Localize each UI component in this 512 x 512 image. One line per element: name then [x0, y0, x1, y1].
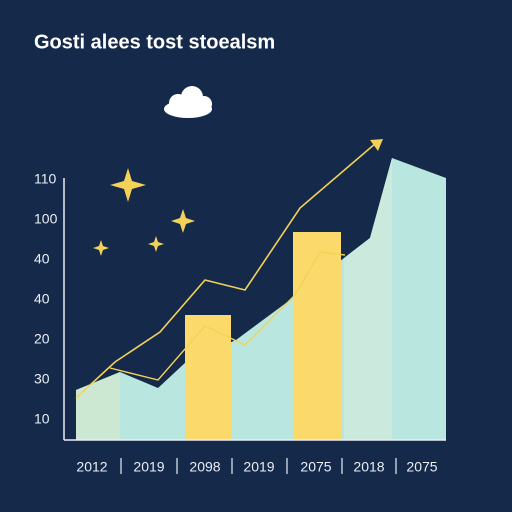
arrow-head: [370, 139, 383, 151]
area: [76, 372, 120, 440]
y-label: 100: [34, 211, 58, 227]
x-ticks: [120, 458, 397, 474]
x-label: 2019: [243, 459, 274, 475]
cloud: [164, 86, 212, 118]
x-label: 2075: [406, 459, 437, 475]
x-label: 2012: [76, 459, 107, 475]
y-label: 110: [34, 171, 57, 187]
y-label: 20: [34, 331, 50, 347]
x-label: 2098: [189, 459, 220, 475]
stars: [93, 168, 195, 256]
area: [344, 158, 392, 440]
y-label: 10: [34, 411, 50, 427]
y-label: 40: [34, 251, 50, 267]
y-label: 30: [34, 371, 50, 387]
trend-line: [75, 142, 377, 399]
x-label: 2075: [300, 459, 331, 475]
bar: [185, 315, 231, 440]
title: Gosti alees tost stoealsm: [34, 31, 275, 53]
trend-line: [109, 251, 346, 381]
x-label: 2018: [353, 459, 384, 475]
bar: [293, 232, 341, 440]
y-label: 40: [34, 291, 50, 307]
x-label: 2019: [133, 459, 164, 475]
